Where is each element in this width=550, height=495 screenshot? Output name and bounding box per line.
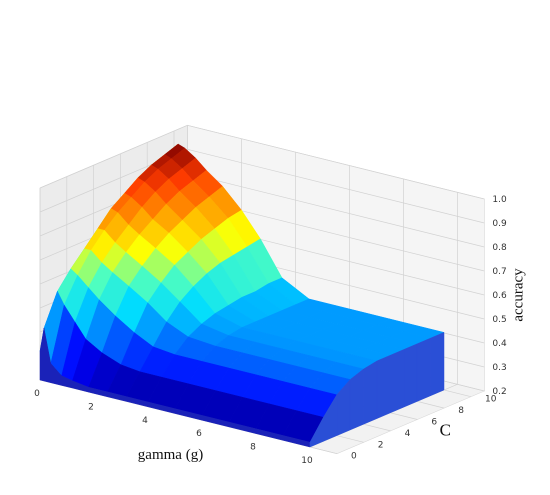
surface-skirt (363, 360, 378, 425)
surface-skirt (376, 354, 391, 419)
grid-line (39, 124, 188, 189)
z-tick-label: 0.4 (492, 339, 507, 349)
x-tick-label: 0 (34, 389, 40, 399)
z-tick-label: 0.6 (492, 291, 507, 301)
x-axis-title: gamma (g) (138, 447, 203, 463)
z-tick-label: 0.9 (492, 219, 507, 229)
y-tick-label: 10 (485, 395, 497, 405)
grid-line (187, 148, 485, 224)
x-tick-label: 2 (88, 402, 94, 412)
z-tick-label: 1.0 (492, 195, 507, 205)
z-tick-label: 0.2 (492, 387, 506, 397)
y-tick-label: 4 (405, 429, 411, 439)
x-tick-label: 4 (142, 416, 148, 426)
z-tick-label: 0.8 (492, 243, 507, 253)
x-tick-label: 10 (301, 456, 313, 466)
surface-skirt (349, 368, 364, 431)
x-tick-label: 8 (250, 443, 256, 453)
surface-skirt (430, 332, 445, 397)
grid-line (187, 172, 485, 248)
surface-skirt (403, 343, 418, 408)
y-tick-label: 8 (458, 406, 464, 416)
surface-mesh (39, 143, 445, 448)
grid-line (187, 124, 485, 200)
y-tick-label: 6 (431, 418, 437, 428)
z-tick-label: 0.3 (492, 363, 506, 373)
x-tick-label: 6 (196, 429, 202, 439)
y-tick-label: 2 (378, 440, 384, 450)
surface-skirt (416, 337, 431, 402)
z-axis-title: accuracy (510, 268, 526, 322)
y-tick-label: 0 (351, 452, 357, 462)
z-tick-label: 0.7 (492, 267, 506, 277)
z-tick-label: 0.5 (492, 315, 506, 325)
surface-skirt (390, 349, 405, 414)
y-axis-title: C (440, 420, 451, 439)
